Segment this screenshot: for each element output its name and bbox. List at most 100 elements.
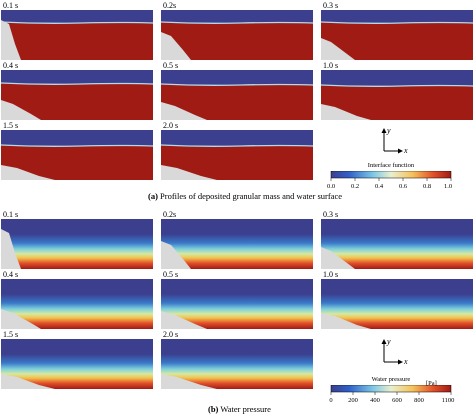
time-label: 2.0 s (163, 331, 179, 339)
interface-field (1, 10, 153, 60)
water-surface-line (1, 21, 153, 24)
colorbar-tick: 0.4 (374, 183, 384, 190)
colorbar-tick: 1100 (441, 397, 455, 404)
caption-b: (b) Water pressure (208, 404, 271, 414)
interface-field (161, 10, 313, 60)
colorbar-tick: 0.0 (326, 183, 336, 190)
granular-mass (161, 374, 217, 389)
granular-mass (161, 165, 217, 180)
colorbar-tick: 200 (348, 397, 358, 404)
colorbar-title: Water pressure (371, 376, 411, 383)
colorbar-tick: 0.8 (422, 183, 432, 190)
time-label: 1.5 s (3, 331, 19, 339)
pressure-field (161, 339, 313, 389)
snapshot-panel: 1.5 s (1, 331, 153, 390)
x-axis-label: x (404, 146, 408, 155)
pressure-field (161, 279, 313, 329)
water-surface-line (1, 144, 153, 147)
caption-text: Water pressure (220, 404, 271, 414)
y-axis-label: y (387, 126, 391, 135)
time-label: 0.2s (163, 2, 177, 10)
snapshot-panel: 1.5 s (1, 122, 153, 181)
granular-mass (1, 229, 21, 269)
interface-field (321, 70, 473, 120)
water-surface-line (161, 144, 313, 147)
time-label: 0.3 s (323, 211, 339, 219)
snapshot-panel: 2.0 s (161, 122, 313, 181)
granular-mass (161, 102, 207, 120)
granular-mass (1, 165, 55, 180)
caption-tag: (a) (148, 191, 158, 201)
pressure-field (1, 339, 153, 389)
pressure-field (321, 219, 473, 269)
colorbar-tick: 0.2 (350, 183, 360, 190)
snapshot-panel: 2.0 s (161, 331, 313, 390)
granular-mass (321, 38, 355, 60)
colorbar-tick: 0.6 (398, 183, 408, 190)
pressure-gradient (321, 219, 473, 269)
granular-mass (321, 104, 371, 120)
snapshot-panel: 0.2s (161, 211, 313, 270)
colorbar-tick: 400 (370, 397, 380, 404)
caption-tag: (b) (208, 404, 219, 414)
caption-text: Profiles of deposited granular mass and … (160, 191, 343, 201)
snapshot-panel: 0.5 s (161, 62, 313, 121)
granular-mass (1, 100, 41, 120)
water-region (1, 83, 153, 120)
interface-field (161, 70, 313, 120)
interface-field (161, 130, 313, 180)
time-label: 0.4 s (3, 62, 19, 70)
y-axis-label: y (387, 337, 391, 346)
colorbar-tick: 1.0 (443, 183, 453, 190)
pressure-field (1, 219, 153, 269)
pressure-field (1, 279, 153, 329)
time-label: 1.5 s (3, 122, 19, 130)
colorbar-ticks: 0 200 400 600 800 1100 (329, 397, 470, 406)
axes-indicator-a: y x (370, 126, 410, 161)
snapshot-panel: 0.1 s (1, 211, 153, 270)
granular-mass (161, 311, 207, 329)
time-label: 0.1 s (3, 2, 19, 10)
time-label: 0.5 s (163, 271, 179, 279)
colorbar-tick: 600 (392, 397, 402, 404)
granular-mass (1, 20, 21, 60)
granular-mass (161, 32, 191, 60)
snapshot-panel: 1.0 s (321, 271, 473, 330)
time-label: 0.5 s (163, 62, 179, 70)
water-region (1, 145, 153, 180)
granular-mass (1, 374, 55, 389)
time-label: 0.3 s (323, 2, 339, 10)
water-surface-line (1, 82, 153, 85)
water-region (161, 84, 313, 120)
axes-indicator-b: y x (370, 337, 410, 372)
interface-field (321, 10, 473, 60)
snapshot-panel: 0.3 s (321, 2, 473, 61)
granular-mass (1, 309, 41, 329)
granular-mass (321, 313, 371, 329)
water-surface-line (161, 21, 313, 24)
colorbar-ticks: 0.0 0.2 0.4 0.6 0.8 1.0 (326, 183, 453, 192)
colorbar-tick: 0 (329, 397, 333, 404)
water-region (161, 22, 313, 60)
interface-field (1, 70, 153, 120)
water-region (1, 22, 153, 60)
snapshot-panel: 0.3 s (321, 211, 473, 270)
time-label: 0.4 s (3, 271, 19, 279)
water-region (161, 145, 313, 180)
snapshot-panel: 0.5 s (161, 271, 313, 330)
interface-colorbar: Interface function 0.0 0.2 0.4 0.6 0.8 1… (326, 162, 453, 192)
colorbar-tick: 800 (414, 397, 424, 404)
time-label: 0.2s (163, 211, 177, 219)
colorbar-title: Interface function (367, 162, 415, 169)
interface-field (1, 130, 153, 180)
time-label: 1.0 s (323, 271, 339, 279)
time-label: 2.0 s (163, 122, 179, 130)
water-surface-line (161, 83, 313, 86)
snapshot-panel: 0.4 s (1, 62, 153, 121)
pressure-colorbar: Water pressure [Pa] 0 200 400 600 800 11… (329, 376, 470, 406)
time-label: 0.1 s (3, 211, 19, 219)
snapshot-panel: 1.0 s (321, 62, 473, 121)
water-surface-line (321, 84, 473, 87)
pressure-gradient (1, 219, 153, 269)
water-region (321, 85, 473, 120)
